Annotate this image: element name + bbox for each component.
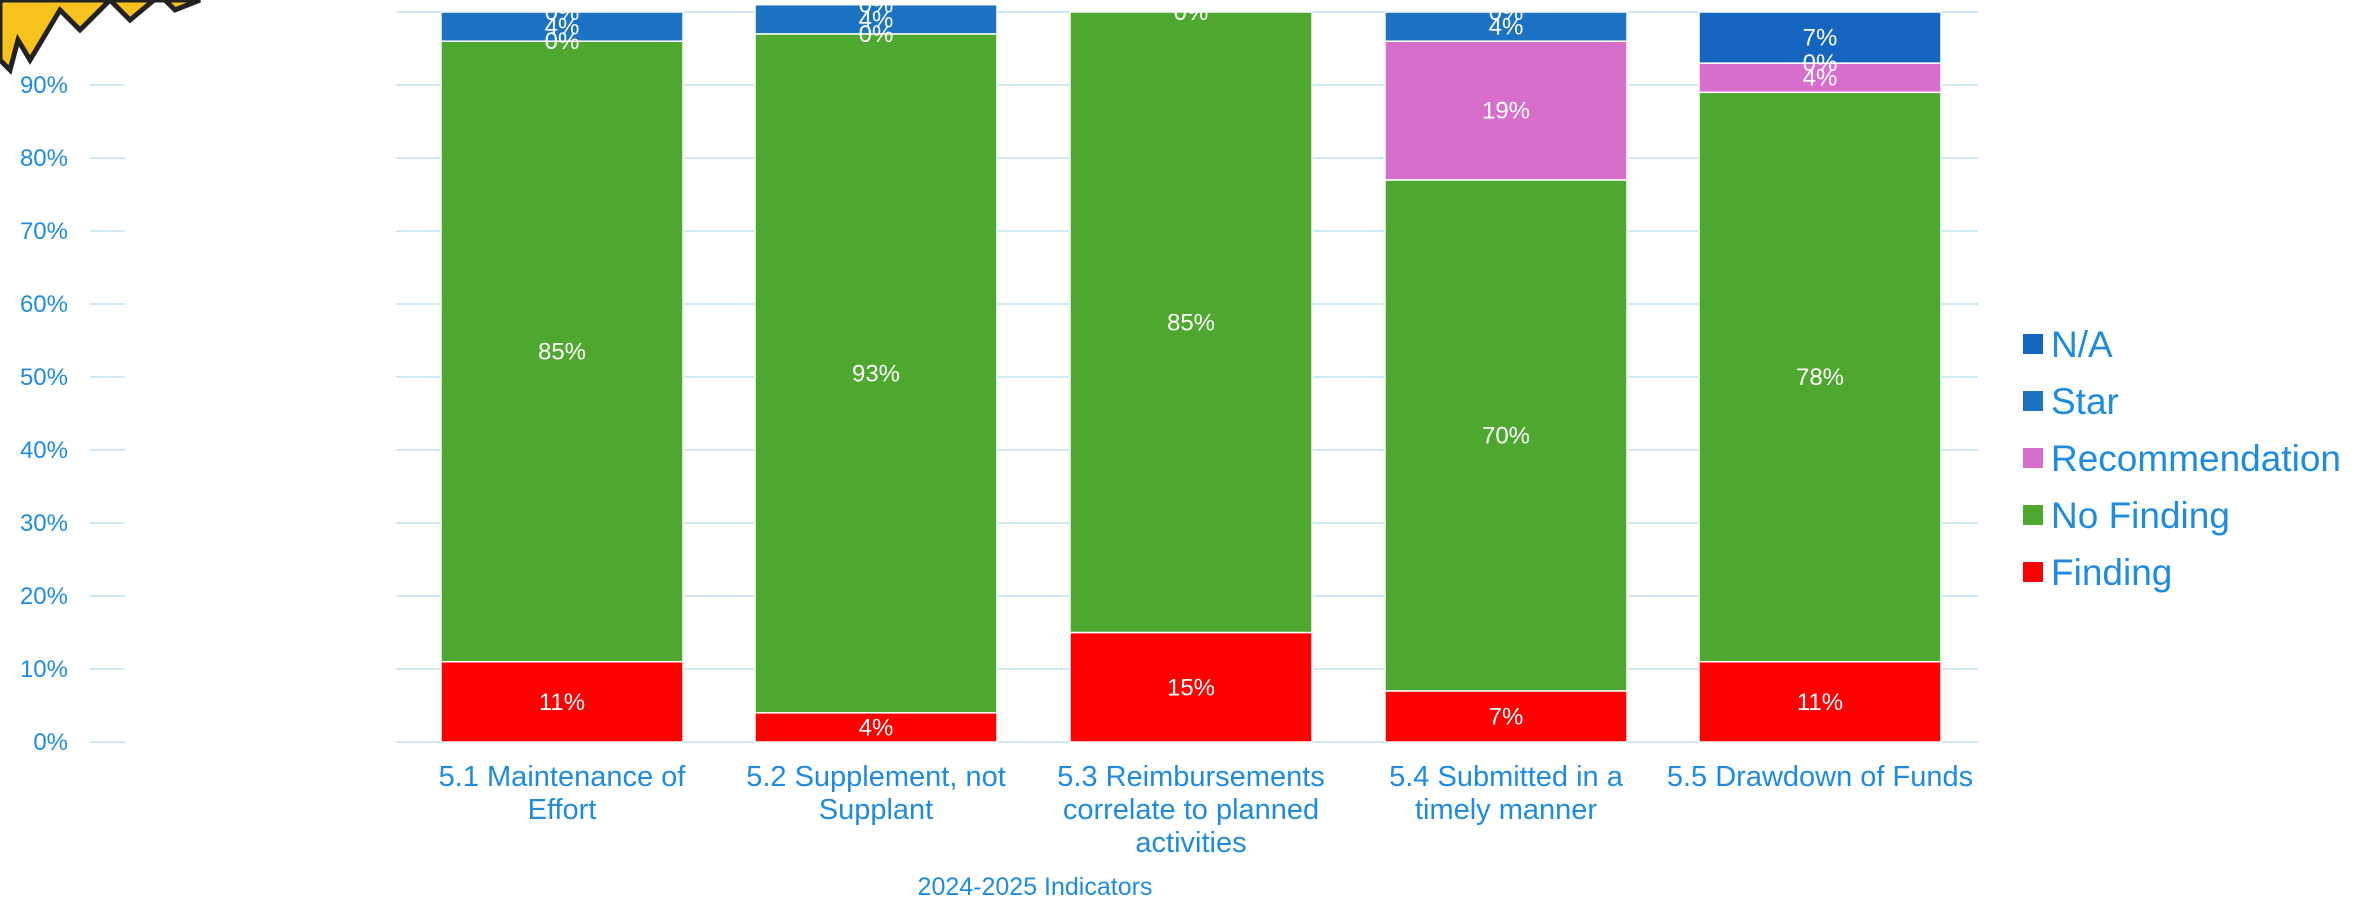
data-label: 11% — [539, 689, 585, 716]
data-label: 85% — [1167, 309, 1215, 336]
legend: N/A Star Recommendation No Finding Finding — [2023, 324, 2341, 593]
data-label: 0% — [859, 0, 894, 19]
y-tick-label: 0% — [33, 729, 68, 756]
data-label: 0% — [1174, 0, 1209, 26]
legend-label: Star — [2051, 381, 2119, 422]
data-label: 0% — [1803, 50, 1838, 77]
y-tick-label: 10% — [20, 656, 68, 683]
legend-label: Finding — [2051, 552, 2172, 593]
y-tick-label: 70% — [20, 218, 68, 245]
data-label: 93% — [852, 360, 900, 387]
data-label: 7% — [1489, 703, 1524, 730]
legend-swatch — [2023, 448, 2043, 468]
bars — [441, 5, 1941, 742]
x-category-label: 5.3 Reimbursements correlate to planned ac… — [1057, 761, 1325, 859]
data-label: 78% — [1796, 364, 1844, 391]
x-category-label: 5.1 Maintenance of Effort — [439, 761, 687, 826]
y-axis-ticks: 0% 10% 20% 30% 40% 50% 60% 70% 80% 90% — [20, 72, 68, 756]
legend-swatch — [2023, 505, 2043, 525]
legend-swatch — [2023, 562, 2043, 582]
y-tick-label: 40% — [20, 437, 68, 464]
gridlines — [90, 12, 1978, 742]
x-category-label: 5.2 Supplement, not Supplant — [746, 761, 1006, 826]
x-category-label: 5.4 Submitted in a timely manner — [1389, 761, 1624, 826]
x-axis-categories: 5.1 Maintenance of Effort 5.2 Supplement, … — [439, 761, 1973, 859]
starburst-decoration — [0, 0, 200, 70]
legend-swatch — [2023, 334, 2043, 354]
y-tick-label: 20% — [20, 583, 68, 610]
data-label: 19% — [1482, 98, 1530, 125]
y-tick-label: 80% — [20, 145, 68, 172]
legend-swatch — [2023, 391, 2043, 411]
legend-label: N/A — [2051, 324, 2113, 365]
legend-label: No Finding — [2051, 495, 2230, 536]
data-label: 7% — [1803, 25, 1838, 52]
data-label: 15% — [1167, 674, 1215, 701]
legend-label: Recommendation — [2051, 438, 2341, 479]
data-label: 11% — [1797, 689, 1843, 716]
y-tick-label: 60% — [20, 291, 68, 318]
y-tick-label: 30% — [20, 510, 68, 537]
data-label: 0% — [545, 0, 580, 26]
data-label: 4% — [859, 714, 894, 741]
y-tick-label: 90% — [20, 72, 68, 99]
data-label: 0% — [1489, 0, 1524, 26]
x-axis-title: 2024-2025 Indicators — [918, 873, 1153, 901]
data-label: 85% — [538, 338, 586, 365]
y-tick-label: 50% — [20, 364, 68, 391]
x-category-label: 5.5 Drawdown of Funds — [1667, 761, 1973, 793]
data-label: 70% — [1482, 422, 1530, 449]
